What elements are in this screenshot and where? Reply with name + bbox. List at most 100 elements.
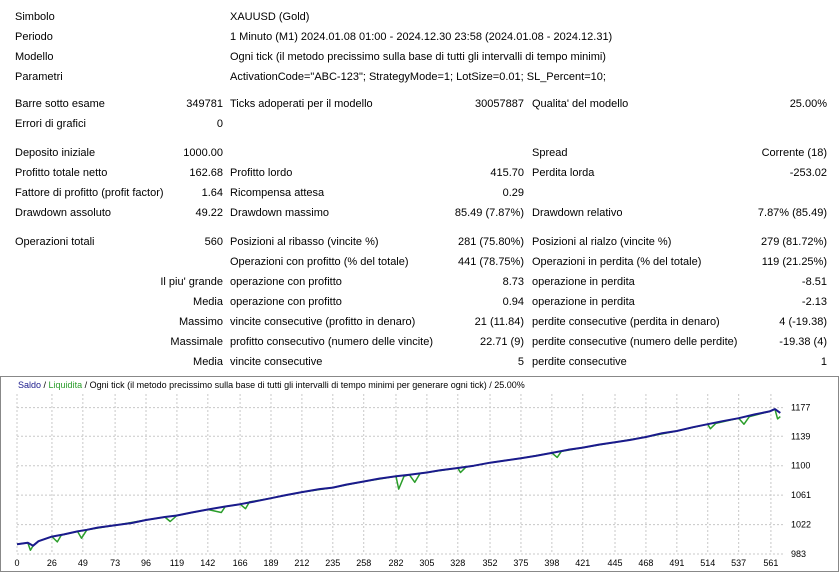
profit-factor-label: Fattore di profitto (profit factor) xyxy=(15,187,164,199)
total-trades-value: 560 xyxy=(204,236,223,248)
loss-trades-value: 119 (21.25%) xyxy=(761,256,827,268)
y-tick-label: 1139 xyxy=(791,431,810,441)
x-tick-label: 305 xyxy=(419,558,434,568)
y-axis: 983 1022 1061 1100 1139 1177 xyxy=(791,403,811,559)
x-tick-label: 258 xyxy=(356,558,371,568)
chart-grid xyxy=(16,394,783,555)
profit-trades-label: Operazioni con profitto (% del totale) xyxy=(230,256,409,268)
average-consecutive-wins-value: 5 xyxy=(517,356,524,368)
legend-balance: Saldo xyxy=(18,380,41,390)
maximal-consecutive-profit-value: 22.71 (9) xyxy=(479,336,524,348)
x-tick-label: 375 xyxy=(513,558,528,568)
gross-loss-label: Perdita lorda xyxy=(532,167,595,179)
period-value: 1 Minuto (M1) 2024.01.08 01:00 - 2024.12… xyxy=(230,31,613,43)
largest-label: Il piu' grande xyxy=(160,276,223,288)
average-consecutive-losses-label: perdite consecutive xyxy=(532,356,627,368)
balance-line xyxy=(16,408,781,547)
largest-loss-value: -8.51 xyxy=(801,276,827,288)
ticks-value: 30057887 xyxy=(475,98,524,110)
deposit-label: Deposito iniziale xyxy=(15,147,96,159)
parameters-label: Parametri xyxy=(15,71,63,83)
quality-value: 25.00% xyxy=(789,98,827,110)
max-consecutive-wins-value: 21 (11.84) xyxy=(474,316,524,328)
gross-profit-label: Profitto lordo xyxy=(230,167,293,179)
symbol-value: XAUUSD (Gold) xyxy=(230,11,310,23)
y-tick-label: 1177 xyxy=(791,403,810,413)
quality-label: Qualita' del modello xyxy=(532,98,629,110)
relative-drawdown-label: Drawdown relativo xyxy=(532,207,623,219)
max-consecutive-losses-label: perdite consecutive (perdita in denaro) xyxy=(532,316,720,328)
gross-profit-value: 415.70 xyxy=(490,167,524,179)
absolute-drawdown-label: Drawdown assoluto xyxy=(15,207,111,219)
x-tick-label: 212 xyxy=(294,558,309,568)
legend-description: Ogni tick (il metodo precissimo sulla ba… xyxy=(90,380,525,390)
legend-sep-2: / xyxy=(82,380,90,390)
x-tick-label: 49 xyxy=(78,558,88,568)
x-tick-label: 166 xyxy=(233,558,248,568)
bars-label: Barre sotto esame xyxy=(15,98,105,110)
x-tick-label: 0 xyxy=(14,558,19,568)
symbol-label: Simbolo xyxy=(15,11,55,23)
x-tick-label: 468 xyxy=(638,558,653,568)
errors-value: 0 xyxy=(216,118,223,130)
largest-loss-label: operazione in perdita xyxy=(532,276,635,288)
profit-factor-value: 1.64 xyxy=(201,187,223,199)
x-tick-label: 328 xyxy=(450,558,465,568)
x-tick-label: 445 xyxy=(608,558,623,568)
maximal-consecutive-profit-label: profitto consecutivo (numero delle vinci… xyxy=(230,336,433,348)
absolute-drawdown-value: 49.22 xyxy=(195,207,223,219)
x-tick-label: 189 xyxy=(263,558,278,568)
average-consecutive-losses-value: 1 xyxy=(820,356,827,368)
loss-trades-label: Operazioni in perdita (% del totale) xyxy=(532,256,702,268)
x-tick-label: 73 xyxy=(110,558,120,568)
average-label: Media xyxy=(193,296,223,308)
x-tick-label: 282 xyxy=(388,558,403,568)
x-tick-label: 142 xyxy=(200,558,215,568)
average-profit-label: operazione con profitto xyxy=(230,296,342,308)
x-tick-label: 96 xyxy=(141,558,151,568)
x-axis: 0 26 49 73 96 119 142 166 189 212 235 258 282 305 328 3… xyxy=(14,558,778,568)
period-label: Periodo xyxy=(15,31,53,43)
net-profit-value: 162.68 xyxy=(189,167,223,179)
x-tick-label: 26 xyxy=(47,558,57,568)
maximal-drawdown-value: 85.49 (7.87%) xyxy=(454,207,524,219)
x-tick-label: 421 xyxy=(575,558,590,568)
x-tick-label: 561 xyxy=(763,558,778,568)
chart-lines xyxy=(16,408,781,551)
legend-sep-1: / xyxy=(41,380,49,390)
maximum-label: Massimo xyxy=(178,316,223,328)
net-profit-label: Profitto totale netto xyxy=(15,167,108,179)
gross-loss-value: -253.02 xyxy=(789,167,827,179)
largest-profit-label: operazione con profitto xyxy=(230,276,342,288)
long-positions-value: 279 (81.72%) xyxy=(760,236,827,248)
x-tick-label: 119 xyxy=(170,558,184,568)
long-positions-label: Posizioni al rialzo (vincite %) xyxy=(532,236,672,248)
max-consecutive-wins-label: vincite consecutive (profitto in denaro) xyxy=(230,316,416,328)
x-tick-label: 514 xyxy=(700,558,715,568)
average-consecutive-wins-label: vincite consecutive xyxy=(230,356,323,368)
maximal-drawdown-label: Drawdown massimo xyxy=(230,207,330,219)
model-label: Modello xyxy=(15,51,54,63)
y-tick-label: 1100 xyxy=(791,461,810,471)
y-tick-label: 1061 xyxy=(791,490,811,500)
short-positions-value: 281 (75.80%) xyxy=(457,236,524,248)
maximal-label: Massimale xyxy=(170,336,223,348)
short-positions-label: Posizioni al ribasso (vincite %) xyxy=(230,236,379,248)
parameters-value: ActivationCode="ABC-123"; StrategyMode=1… xyxy=(230,71,606,83)
total-trades-label: Operazioni totali xyxy=(15,236,95,248)
maximal-consecutive-loss-label: perdite consecutive (numero delle perdit… xyxy=(532,336,738,348)
relative-drawdown-value: 7.87% (85.49) xyxy=(757,207,827,219)
model-value: Ogni tick (il metodo precissimo sulla ba… xyxy=(230,51,606,63)
spread-value: Corrente (18) xyxy=(761,147,827,159)
ticks-label: Ticks adoperati per il modello xyxy=(230,98,373,110)
errors-label: Errori di grafici xyxy=(15,118,86,130)
maximal-consecutive-loss-value: -19.38 (4) xyxy=(779,336,827,348)
bars-value: 349781 xyxy=(186,98,223,110)
largest-profit-value: 8.73 xyxy=(502,276,524,288)
average-loss-label: operazione in perdita xyxy=(532,296,635,308)
spread-label: Spread xyxy=(532,147,568,159)
chart-legend: Saldo / Liquidita / Ogni tick (il metodo… xyxy=(18,380,525,390)
deposit-value: 1000.00 xyxy=(183,147,223,159)
x-tick-label: 352 xyxy=(483,558,498,568)
x-tick-label: 398 xyxy=(544,558,559,568)
